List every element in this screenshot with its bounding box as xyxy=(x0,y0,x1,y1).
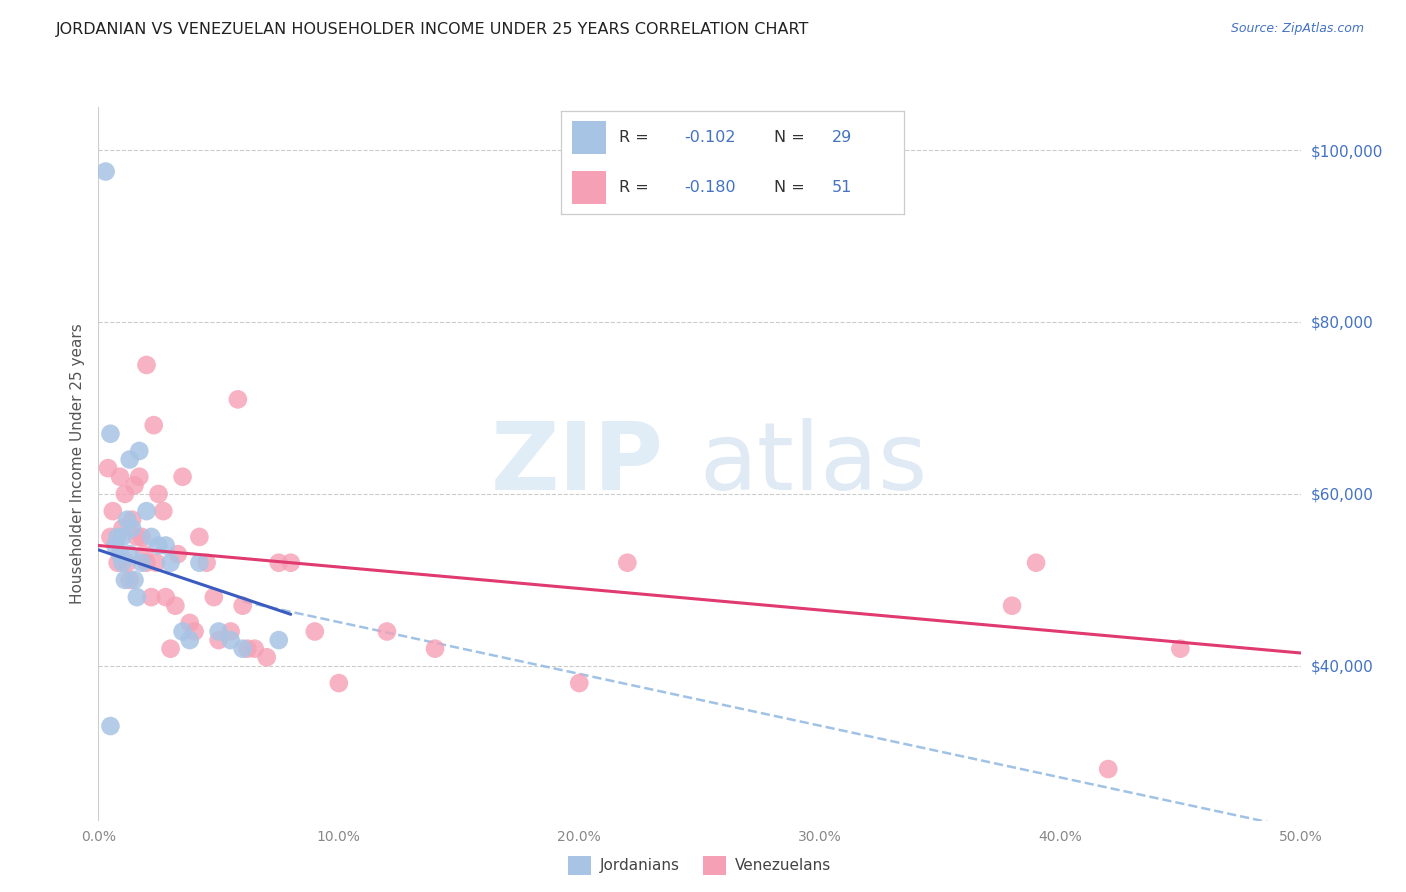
Point xyxy=(124,573,146,587)
Point xyxy=(328,676,350,690)
Text: JORDANIAN VS VENEZUELAN HOUSEHOLDER INCOME UNDER 25 YEARS CORRELATION CHART: JORDANIAN VS VENEZUELAN HOUSEHOLDER INCO… xyxy=(56,22,810,37)
Point xyxy=(155,539,177,553)
Point xyxy=(616,556,638,570)
Point xyxy=(117,513,139,527)
Point xyxy=(1097,762,1119,776)
Point xyxy=(135,504,157,518)
Point xyxy=(183,624,205,639)
Point xyxy=(208,624,231,639)
Point xyxy=(104,539,127,553)
Point xyxy=(188,556,211,570)
Point xyxy=(1001,599,1024,613)
Point xyxy=(100,426,122,441)
Point xyxy=(125,530,148,544)
Point xyxy=(108,547,131,561)
Point xyxy=(94,164,117,178)
Point xyxy=(118,573,141,587)
Text: ZIP: ZIP xyxy=(491,417,664,510)
Point xyxy=(100,530,122,544)
Point xyxy=(135,358,157,372)
Point xyxy=(172,624,194,639)
Point xyxy=(195,556,218,570)
Point xyxy=(179,633,201,648)
Point xyxy=(118,452,141,467)
Point xyxy=(132,547,155,561)
Point xyxy=(114,487,136,501)
Point xyxy=(111,530,134,544)
Point xyxy=(165,599,187,613)
Point xyxy=(101,504,124,518)
Point xyxy=(97,461,120,475)
Point xyxy=(166,547,188,561)
Point xyxy=(568,676,591,690)
Point xyxy=(304,624,326,639)
Point xyxy=(188,530,211,544)
Point xyxy=(135,556,157,570)
Point xyxy=(267,556,290,570)
Point xyxy=(128,444,150,458)
Point xyxy=(121,521,143,535)
Point xyxy=(121,513,143,527)
Point xyxy=(280,556,302,570)
Point xyxy=(232,641,254,656)
Point xyxy=(423,641,446,656)
Point xyxy=(179,615,201,630)
Point xyxy=(1025,556,1047,570)
Point xyxy=(131,556,153,570)
Point xyxy=(117,556,139,570)
Point xyxy=(236,641,259,656)
Point xyxy=(145,556,167,570)
Point xyxy=(141,590,163,604)
Text: Source: ZipAtlas.com: Source: ZipAtlas.com xyxy=(1230,22,1364,36)
Point xyxy=(219,633,242,648)
Point xyxy=(208,633,231,648)
Point xyxy=(124,478,146,492)
Point xyxy=(128,469,150,483)
Point xyxy=(152,504,174,518)
Point xyxy=(375,624,398,639)
Point xyxy=(141,530,163,544)
Point xyxy=(159,556,181,570)
Legend: Jordanians, Venezuelans: Jordanians, Venezuelans xyxy=(562,850,837,880)
Point xyxy=(159,641,181,656)
Text: atlas: atlas xyxy=(700,417,928,510)
Point xyxy=(1170,641,1192,656)
Point xyxy=(226,392,249,407)
Point xyxy=(114,573,136,587)
Point xyxy=(111,556,134,570)
Point xyxy=(172,469,194,483)
Point xyxy=(219,624,242,639)
Point xyxy=(148,487,170,501)
Point xyxy=(267,633,290,648)
Point xyxy=(243,641,266,656)
Point xyxy=(202,590,225,604)
Point xyxy=(100,719,122,733)
Point xyxy=(107,556,129,570)
Point xyxy=(118,547,141,561)
Point xyxy=(232,599,254,613)
Point xyxy=(142,418,165,433)
Point xyxy=(108,469,131,483)
Point xyxy=(155,590,177,604)
Y-axis label: Householder Income Under 25 years: Householder Income Under 25 years xyxy=(69,324,84,604)
Point xyxy=(125,590,148,604)
Point xyxy=(256,650,278,665)
Point xyxy=(131,530,153,544)
Point xyxy=(107,530,129,544)
Point xyxy=(111,521,134,535)
Point xyxy=(148,539,170,553)
